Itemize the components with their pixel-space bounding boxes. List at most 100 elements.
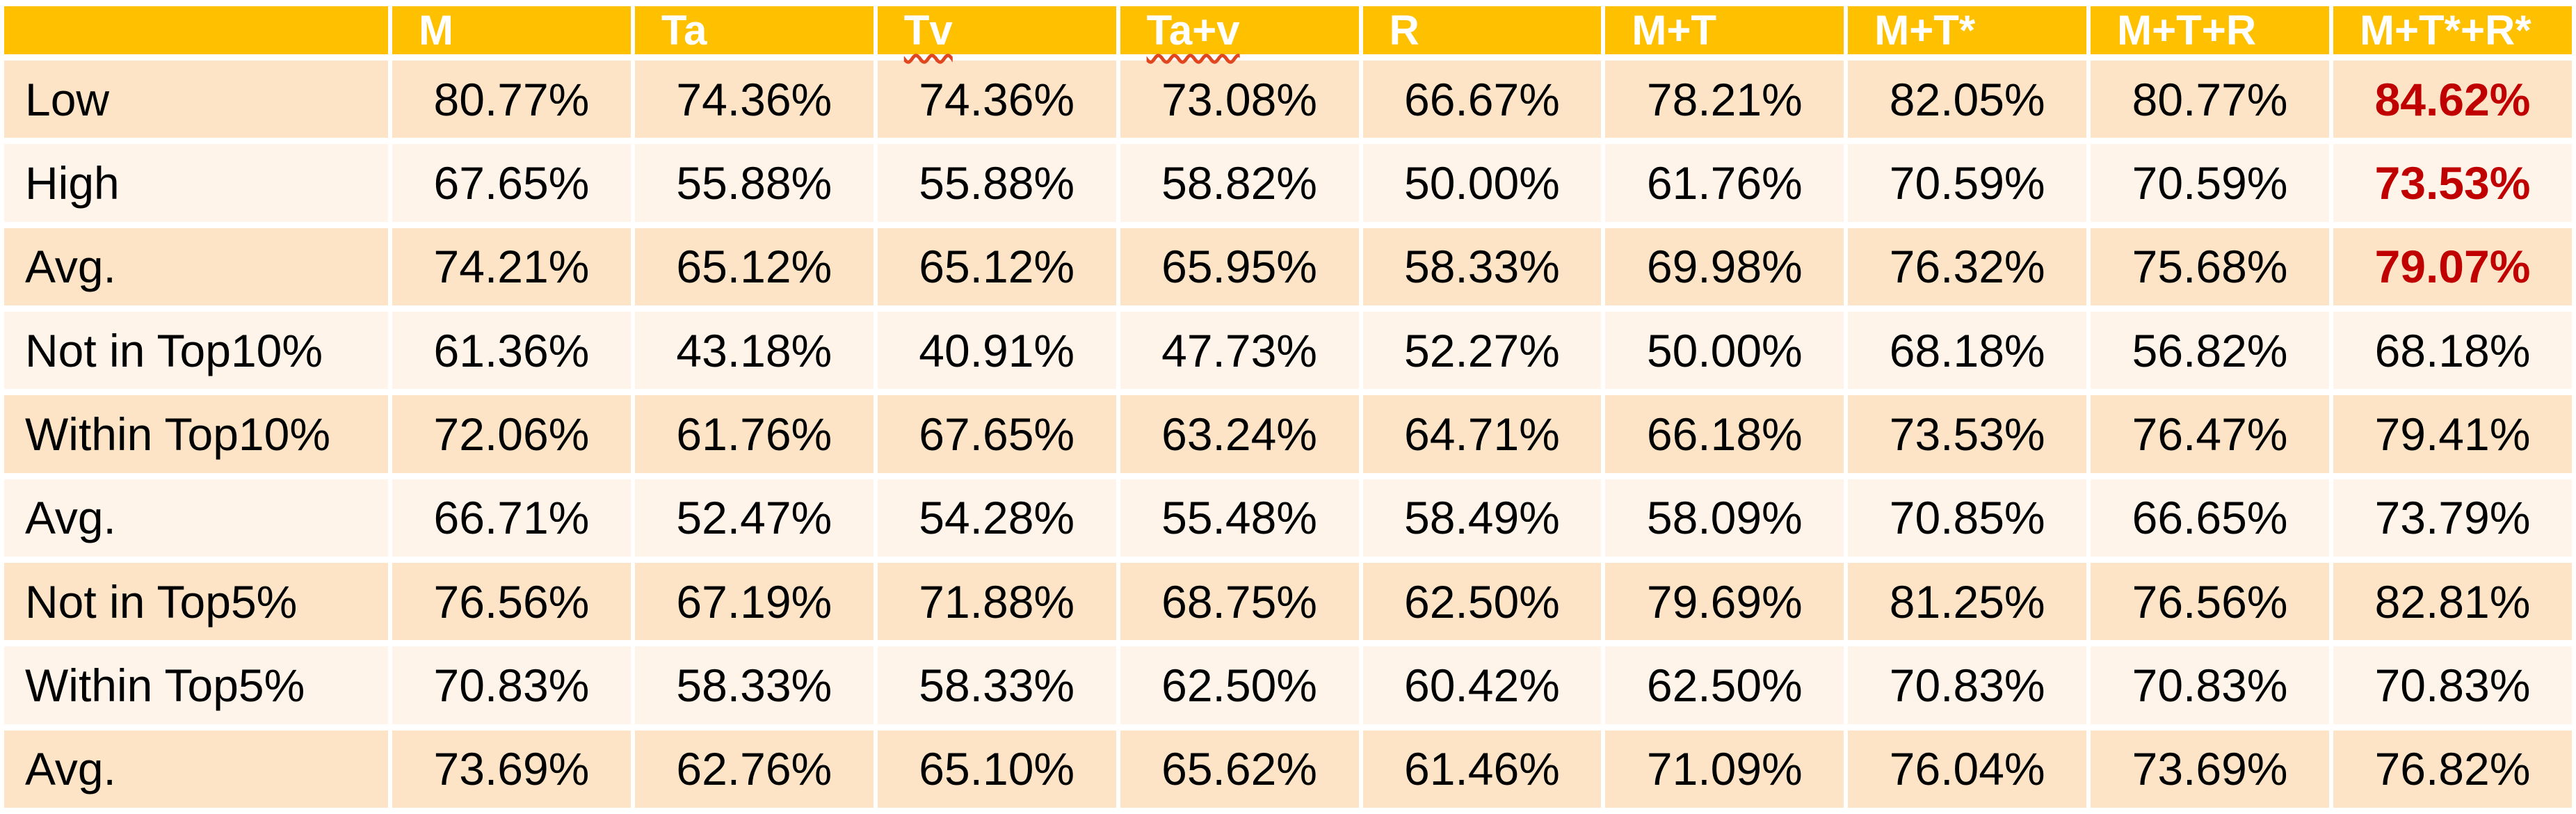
- value-cell: 76.47%: [2091, 395, 2329, 473]
- value-cell: 58.49%: [1362, 479, 1602, 557]
- value-cell: 62.50%: [1605, 646, 1844, 724]
- row-label: Not in Top5%: [4, 562, 388, 641]
- value-cell: 66.67%: [1362, 61, 1602, 138]
- col-header-label: Ta+v: [1146, 7, 1240, 54]
- value-cell: 55.88%: [634, 144, 874, 222]
- value-cell: 56.82%: [2091, 311, 2329, 390]
- value-cell: 58.82%: [1120, 144, 1359, 222]
- value-cell: 73.79%: [2333, 479, 2572, 557]
- value-cell: 55.88%: [877, 144, 1116, 222]
- value-cell: 68.18%: [2333, 311, 2572, 390]
- row-label: Avg.: [4, 730, 388, 808]
- value-cell: 73.69%: [2091, 730, 2329, 808]
- value-cell: 65.62%: [1120, 730, 1359, 808]
- value-cell: 74.21%: [392, 228, 631, 305]
- value-cell: 50.00%: [1605, 311, 1844, 390]
- value-cell: 81.25%: [1848, 562, 2087, 641]
- value-cell: 82.81%: [2333, 562, 2572, 641]
- value-cell: 76.56%: [392, 562, 631, 641]
- value-cell: 55.48%: [1120, 479, 1359, 557]
- value-cell: 66.18%: [1605, 395, 1844, 473]
- value-cell: 58.09%: [1605, 479, 1844, 557]
- value-cell: 73.69%: [392, 730, 631, 808]
- table-row: Not in Top10% 61.36% 43.18% 40.91% 47.73% 52.…: [4, 311, 2572, 390]
- value-cell: 68.18%: [1848, 311, 2087, 390]
- table-row: Avg. 66.71% 52.47% 54.28% 55.48% 58.49% 58.09%…: [4, 479, 2572, 557]
- value-cell: 54.28%: [877, 479, 1116, 557]
- value-cell: 43.18%: [634, 311, 874, 390]
- row-label: Low: [4, 61, 388, 138]
- value-cell: 80.77%: [392, 61, 631, 138]
- value-cell: 70.83%: [392, 646, 631, 724]
- value-cell: 76.56%: [2091, 562, 2329, 641]
- value-cell: 58.33%: [1362, 228, 1602, 305]
- table-row: Within Top5% 70.83% 58.33% 58.33% 62.50% 60.4…: [4, 646, 2572, 724]
- row-label: Avg.: [4, 228, 388, 305]
- value-cell: 62.50%: [1362, 562, 1602, 641]
- table-row: Low 80.77% 74.36% 74.36% 73.08% 66.67% 78.21% 8…: [4, 61, 2572, 138]
- value-cell: 61.46%: [1362, 730, 1602, 808]
- col-header-m-t-r: M+T+R: [2091, 6, 2329, 54]
- value-cell: 82.05%: [1848, 61, 2087, 138]
- col-header-ta-v: Ta+v: [1120, 6, 1359, 54]
- col-header-label: M+T*+R*: [2360, 7, 2531, 54]
- col-header-label: M+T: [1632, 7, 1717, 54]
- value-cell: 65.12%: [877, 228, 1116, 305]
- value-cell: 70.83%: [1848, 646, 2087, 724]
- value-cell: 64.71%: [1362, 395, 1602, 473]
- col-header-label: Tv: [903, 7, 953, 54]
- value-cell: 67.19%: [634, 562, 874, 641]
- value-cell: 60.42%: [1362, 646, 1602, 724]
- row-label: High: [4, 144, 388, 222]
- value-cell: 74.36%: [634, 61, 874, 138]
- value-cell: 70.85%: [1848, 479, 2087, 557]
- value-cell: 58.33%: [877, 646, 1116, 724]
- value-cell: 70.59%: [1848, 144, 2087, 222]
- value-cell: 65.10%: [877, 730, 1116, 808]
- value-cell: 75.68%: [2091, 228, 2329, 305]
- value-cell: 62.76%: [634, 730, 874, 808]
- col-header-tv: Tv: [877, 6, 1116, 54]
- value-cell: 65.95%: [1120, 228, 1359, 305]
- value-cell: 71.09%: [1605, 730, 1844, 808]
- value-cell: 72.06%: [392, 395, 631, 473]
- col-header-m-t: M+T: [1605, 6, 1844, 54]
- col-header-label: M: [419, 7, 453, 54]
- col-header-label: M+T*: [1874, 7, 1976, 54]
- value-cell: 76.32%: [1848, 228, 2087, 305]
- value-cell: 71.88%: [877, 562, 1116, 641]
- col-header-m-t-: M+T*: [1848, 6, 2087, 54]
- table-row: Avg. 73.69% 62.76% 65.10% 65.62% 61.46% 71.09%…: [4, 730, 2572, 808]
- value-cell: 52.27%: [1362, 311, 1602, 390]
- value-cell: 61.36%: [392, 311, 631, 390]
- row-label: Not in Top10%: [4, 311, 388, 390]
- value-cell: 70.59%: [2091, 144, 2329, 222]
- table-body: Low 80.77% 74.36% 74.36% 73.08% 66.67% 78.21% 8…: [4, 61, 2572, 808]
- value-cell: 76.82%: [2333, 730, 2572, 808]
- value-cell: 73.53%: [1848, 395, 2087, 473]
- value-cell: 66.71%: [392, 479, 631, 557]
- value-cell: 52.47%: [634, 479, 874, 557]
- value-cell: 67.65%: [392, 144, 631, 222]
- table-row: Not in Top5% 76.56% 67.19% 71.88% 68.75% 62.5…: [4, 562, 2572, 641]
- col-header-label: M+T+R: [2117, 7, 2257, 54]
- value-cell: 70.83%: [2333, 646, 2572, 724]
- table-row: High 67.65% 55.88% 55.88% 58.82% 50.00% 61.76%…: [4, 144, 2572, 222]
- value-cell: 62.50%: [1120, 646, 1359, 724]
- value-cell: 73.53%: [2333, 144, 2572, 222]
- value-cell: 66.65%: [2091, 479, 2329, 557]
- value-cell: 40.91%: [877, 311, 1116, 390]
- value-cell: 61.76%: [1605, 144, 1844, 222]
- value-cell: 73.08%: [1120, 61, 1359, 138]
- value-cell: 58.33%: [634, 646, 874, 724]
- value-cell: 69.98%: [1605, 228, 1844, 305]
- row-label: Within Top10%: [4, 395, 388, 473]
- value-cell: 74.36%: [877, 61, 1116, 138]
- value-cell: 79.69%: [1605, 562, 1844, 641]
- value-cell: 47.73%: [1120, 311, 1359, 390]
- table-row: Within Top10% 72.06% 61.76% 67.65% 63.24% 64.…: [4, 395, 2572, 473]
- value-cell: 65.12%: [634, 228, 874, 305]
- value-cell: 80.77%: [2091, 61, 2329, 138]
